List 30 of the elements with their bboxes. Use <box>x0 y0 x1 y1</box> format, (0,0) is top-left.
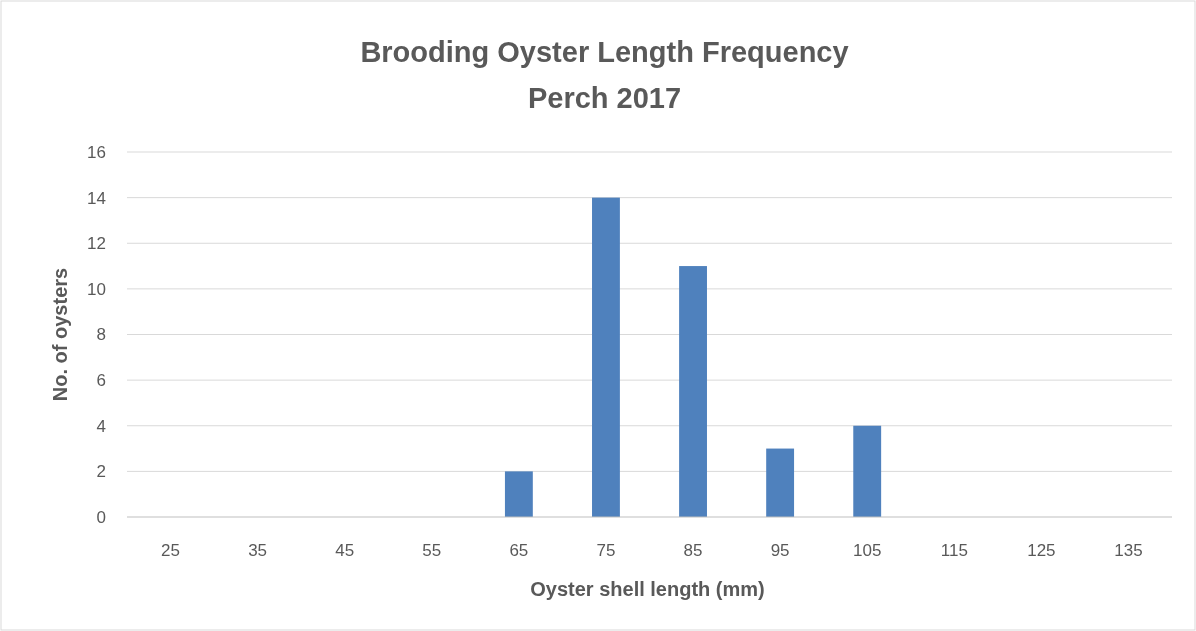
x-tick-label: 65 <box>509 540 529 560</box>
x-tick-label: 75 <box>596 540 616 560</box>
y-tick-label: 16 <box>87 142 106 162</box>
y-tick-label: 0 <box>96 507 106 527</box>
x-tick-label: 135 <box>1114 540 1143 560</box>
x-tick-label: 95 <box>770 540 790 560</box>
x-tick-label: 105 <box>853 540 882 560</box>
y-axis-title: No. of oysters <box>49 267 71 402</box>
bar <box>679 266 707 517</box>
x-tick-label: 115 <box>940 540 968 560</box>
bar <box>504 471 533 517</box>
x-axis-title: Oyster shell length (mm) <box>530 578 765 600</box>
bar <box>592 197 620 517</box>
y-tick-label: 2 <box>96 462 106 482</box>
bar <box>766 448 795 517</box>
x-tick-label: 125 <box>1027 540 1056 560</box>
y-tick-label: 6 <box>96 371 106 391</box>
chart-title: Brooding Oyster Length Frequency <box>360 36 849 68</box>
x-tick-label: 55 <box>422 540 442 560</box>
y-tick-label: 12 <box>87 234 106 254</box>
chart-subtitle: Perch 2017 <box>527 82 682 114</box>
bar <box>853 425 882 517</box>
y-tick-label: 4 <box>96 416 106 436</box>
x-tick-label: 35 <box>248 540 268 560</box>
x-tick-label: 85 <box>683 540 703 560</box>
y-tick-label: 8 <box>96 325 106 345</box>
x-tick-label: 45 <box>335 540 355 560</box>
x-tick-label: 25 <box>161 540 180 560</box>
y-tick-label: 14 <box>87 188 106 208</box>
y-tick-label: 10 <box>87 279 106 299</box>
